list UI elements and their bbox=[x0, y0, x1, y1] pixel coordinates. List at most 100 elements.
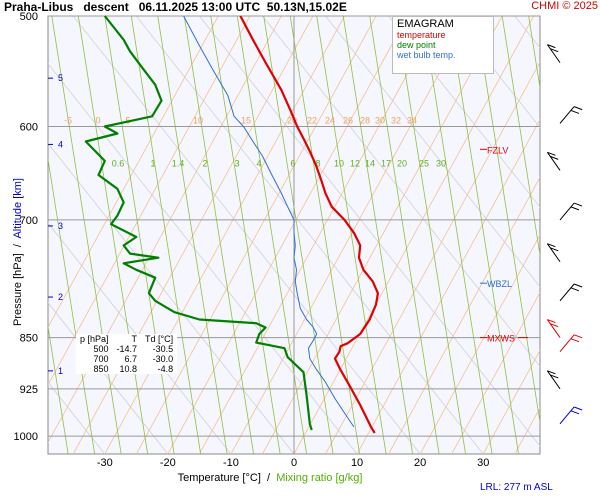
wind-barb-feather bbox=[570, 410, 580, 415]
moist-adiabat bbox=[48, 16, 219, 329]
moist-adiabat bbox=[135, 16, 377, 454]
wind-barb bbox=[559, 283, 583, 302]
moist-adiabat bbox=[482, 349, 540, 454]
dry-adiabat bbox=[72, 16, 421, 454]
series-temperature bbox=[239, 15, 379, 434]
mixing-ratio-label: 0.6 bbox=[112, 159, 125, 169]
moist-adiabat bbox=[72, 16, 314, 454]
moist-adiabat bbox=[262, 16, 503, 454]
isotherm-label: 24 bbox=[325, 115, 335, 125]
mixing-ratio-label: 25 bbox=[419, 159, 429, 169]
wind-barb-feather bbox=[573, 283, 583, 288]
stats-header: p [hPa] bbox=[80, 334, 109, 344]
wind-barb bbox=[546, 319, 561, 338]
isotherm-label: 0 bbox=[95, 115, 100, 125]
wind-barb bbox=[559, 406, 583, 425]
x-axis-label-separator: / bbox=[267, 472, 271, 484]
series-layer bbox=[84, 15, 379, 434]
stats-cell: 850 bbox=[93, 364, 109, 374]
mixing-ratio-line bbox=[475, 16, 540, 425]
moist-adiabat bbox=[199, 16, 440, 454]
stats-row: 500 -14.7 -30.5 bbox=[76, 344, 177, 354]
isotherm-label: 30 bbox=[375, 115, 385, 125]
mixing-ratio-label: 1 bbox=[150, 159, 155, 169]
pressure-tick-label: 700 bbox=[20, 215, 38, 227]
pressure-tick-label: 925 bbox=[20, 384, 38, 396]
dry-adiabat bbox=[262, 16, 540, 368]
mixing-ratio-line bbox=[48, 156, 96, 454]
wind-barb-feather bbox=[550, 155, 559, 160]
y-axis-label-pressure: Pressure [hPa] bbox=[12, 253, 24, 326]
wind-barb-feather bbox=[550, 374, 559, 379]
temperature-tick-label: -20 bbox=[160, 457, 176, 469]
x-axis-label-mixing-ratio: Mixing ratio [g/kg] bbox=[276, 472, 363, 484]
dry-adiabat bbox=[388, 16, 540, 208]
isotherm-label: 22 bbox=[307, 115, 317, 125]
series-wet-bulb-temp bbox=[183, 15, 355, 428]
dry-adiabat bbox=[199, 16, 540, 447]
wind-barb-staff bbox=[546, 152, 561, 171]
mixing-ratio-line bbox=[48, 324, 69, 454]
isotherm-label: 28 bbox=[360, 115, 370, 125]
wind-barb-feather bbox=[573, 334, 583, 339]
wind-barb-staff bbox=[559, 334, 575, 353]
moist-adiabat bbox=[325, 61, 540, 454]
wind-barb-feather bbox=[547, 151, 556, 156]
wind-barb-feather bbox=[573, 406, 583, 411]
grid-clip-group bbox=[48, 16, 540, 454]
wind-barb bbox=[546, 243, 561, 263]
legend-dew-point: dew point bbox=[397, 40, 436, 50]
moist-adiabat bbox=[451, 291, 540, 454]
temperature-tick-label: 0 bbox=[291, 457, 297, 469]
mixing-ratio-line bbox=[395, 16, 466, 454]
stats-cell: -30.0 bbox=[152, 354, 174, 364]
isotherm-label: 32 bbox=[391, 115, 401, 125]
mixing-ratio-line bbox=[210, 16, 281, 454]
mixing-ratio-line bbox=[77, 16, 149, 454]
legend-wet-bulb: wet bulb temp. bbox=[397, 50, 456, 60]
wind-barb bbox=[559, 202, 583, 221]
temperature-tick-label: -30 bbox=[97, 457, 113, 469]
mixing-ratio-label: 8 bbox=[315, 159, 320, 169]
isotherm-label: 20 bbox=[287, 115, 297, 125]
mixing-ratio-line bbox=[342, 16, 413, 454]
wind-barb-feather bbox=[547, 319, 556, 324]
stats-cell: 500 bbox=[93, 344, 109, 354]
stats-header: Td [°C] bbox=[145, 334, 174, 344]
x-axis-label: Temperature [°C] / Mixing ratio [g/kg] bbox=[0, 472, 540, 484]
temperature-tick-label: 10 bbox=[351, 457, 363, 469]
mixing-ratio-line bbox=[130, 16, 202, 454]
legend-title: EMAGRAM bbox=[397, 18, 454, 30]
pressure-tick-label: 500 bbox=[20, 11, 38, 23]
mixing-ratio-label: 3 bbox=[234, 159, 239, 169]
wind-barb bbox=[546, 370, 561, 390]
moist-adiabat bbox=[104, 16, 345, 454]
stats-cell: -30.5 bbox=[152, 344, 174, 354]
dry-adiabat bbox=[451, 16, 540, 129]
isotherm-label: 15 bbox=[241, 115, 251, 125]
wind-barb bbox=[546, 151, 561, 171]
stats-cell: -14.7 bbox=[116, 344, 138, 354]
wind-barb-staff bbox=[546, 370, 561, 390]
altitude-tick-label: 2 bbox=[58, 292, 63, 302]
legend: EMAGRAM temperature dew point wet bulb t… bbox=[392, 16, 494, 74]
wind-barb bbox=[546, 44, 561, 63]
mixing-ratio-label: 2 bbox=[202, 159, 207, 169]
wind-barb-feather bbox=[570, 206, 580, 211]
isotherm-label: -5 bbox=[64, 115, 72, 125]
wind-barb-feather bbox=[550, 323, 559, 328]
series-dew-point bbox=[84, 15, 313, 431]
moist-adiabat bbox=[293, 16, 535, 454]
y-axis-label: Pressure [hPa] / Altitude [km] bbox=[12, 152, 24, 352]
mixing-ratio-line bbox=[316, 16, 387, 454]
isotherm-label: 10 bbox=[193, 115, 203, 125]
wind-barb-feather bbox=[573, 106, 583, 111]
mixing-ratio-line bbox=[183, 16, 255, 454]
mixing-ratio-line bbox=[501, 16, 540, 258]
mixing-ratio-label: 4 bbox=[256, 159, 261, 169]
dry-adiabat bbox=[325, 16, 540, 288]
grid-layer bbox=[47, 15, 541, 455]
wind-barb bbox=[559, 106, 583, 124]
wind-barb-feather bbox=[570, 109, 580, 114]
